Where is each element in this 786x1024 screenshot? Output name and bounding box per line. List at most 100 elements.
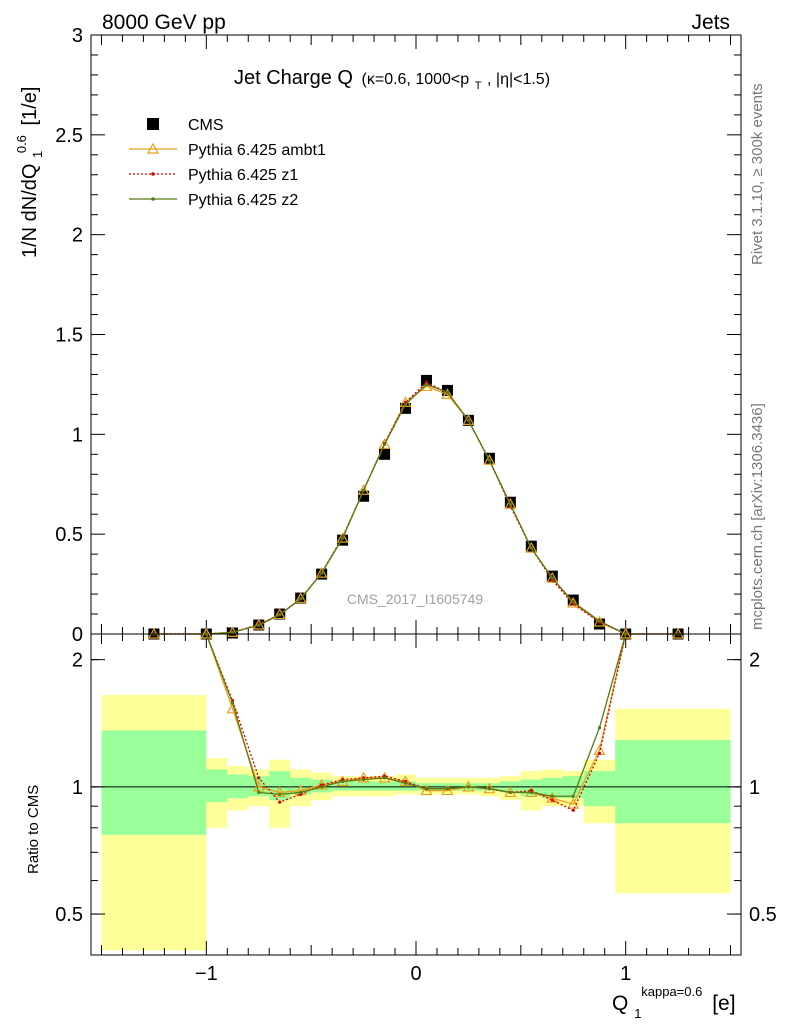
legend-label-2: Pythia 6.425 z1	[188, 167, 298, 184]
chart-title-subscript: T	[475, 80, 482, 92]
ratio-xtick-label-0: −1	[195, 963, 218, 985]
energy-label: 8000 GeV pp	[102, 11, 226, 34]
legend-label-3: Pythia 6.425 z2	[188, 192, 298, 209]
chart-title: Jet Charge Q (κ=0.6, 1000<p T , |η|<1.5)	[234, 67, 550, 94]
ratio-series-2-point-17	[571, 794, 575, 798]
main-series-1-point-16	[525, 541, 538, 553]
ratio-series-2-line	[205, 633, 627, 797]
legend-marker-0	[147, 118, 159, 130]
main-series-3-point-15	[508, 502, 512, 506]
main-series-3-point-3	[257, 623, 261, 627]
main-series-0-point-18	[567, 594, 579, 606]
ratio-series-1-point-3	[278, 800, 282, 804]
main-ylabel-unit: [1/e]	[19, 87, 41, 126]
rivet-label: Rivet 3.1.10, ≥ 300k events	[749, 83, 766, 265]
main-series-3-point-14	[487, 458, 491, 462]
ratio-series-2-point-14	[508, 790, 512, 795]
ratio-ytick-label-right-0: 0.5	[749, 904, 777, 926]
band-inner-9	[374, 781, 396, 791]
main-series-3-point-7	[341, 536, 345, 540]
main-ylabel: 1/N dN/dQ 1 0.6 [1/e]	[9, 87, 47, 258]
ratio-series-0-point-7	[357, 771, 370, 783]
ratio-series-2-point-16	[550, 794, 554, 798]
ratio-series-0-point-3	[273, 786, 286, 798]
band-inner-17	[541, 777, 563, 799]
legend-marker-1	[146, 142, 160, 154]
ratio-xtick-label-1: 0	[410, 963, 421, 985]
ratio-series-2-point-9	[403, 781, 408, 785]
mcplots-label: mcplots.cern.ch [arXiv:1306.3436]	[749, 403, 766, 630]
ratio-ytick-label-right-1: 1	[749, 777, 760, 799]
main-series-3-point-10	[403, 402, 408, 406]
main-series-1-point-18	[567, 596, 580, 608]
ratio-plot: −1 0 1 0.5 0.5 1 1 2 2	[55, 627, 777, 985]
band-inner-20	[615, 740, 731, 824]
band-inner-0	[101, 730, 207, 835]
main-series-1-point-12	[441, 388, 454, 399]
main-series-3-point-18	[571, 600, 575, 604]
legend-marker-2	[151, 172, 155, 176]
ratio-xlabel: Q 1 kappa=0.6 [e]	[612, 978, 736, 1023]
main-series-1-point-13	[462, 414, 475, 425]
main-series-0-point-8	[358, 490, 370, 502]
ratio-series-2-point-8	[382, 776, 387, 780]
main-series-1-point-19	[593, 615, 606, 627]
ratio-xtick-label-2: 1	[620, 963, 631, 985]
chart-title-main: Jet Charge Q	[234, 67, 353, 89]
ratio-series-0-point-16	[546, 791, 559, 803]
main-series-1-point-9	[378, 438, 391, 449]
main-series-1-point-4	[273, 608, 286, 620]
ratio-series-2-point-12	[466, 785, 471, 789]
ratio-series-0-point-1	[226, 702, 239, 714]
legend-marker-3	[151, 197, 155, 201]
band-inner-8	[353, 781, 375, 791]
main-series-0-point-19	[593, 618, 605, 630]
main-ytick-label-5: 2.5	[55, 125, 83, 147]
main-ytick-label-4: 2	[72, 225, 83, 247]
main-series-3-point-9	[382, 442, 387, 446]
main-series-1-point-7	[336, 531, 349, 543]
ratio-series-0-point-0	[200, 627, 213, 639]
main-series-3-point-13	[466, 418, 471, 422]
ratio-series-2-point-1	[230, 701, 235, 705]
main-series-3-point-19	[597, 619, 602, 623]
main-series-1-point-5	[294, 592, 307, 604]
main-series-3-point-6	[320, 571, 324, 575]
main-series-1-point-17	[546, 571, 559, 583]
main-ylabel-sub: 1	[30, 151, 45, 158]
main-series-3-point-4	[278, 613, 282, 617]
ratio-series-2-point-15	[529, 790, 533, 795]
ratio-ytick-label-0: 0.5	[55, 904, 83, 926]
main-series-1-point-8	[357, 484, 370, 495]
analysis-watermark: CMS_2017_I1605749	[347, 591, 483, 607]
ratio-series-2-point-3	[278, 792, 282, 796]
ratio-series-2-point-5	[320, 785, 324, 789]
main-series-1-point-14	[483, 454, 496, 465]
main-series-0-point-16	[525, 540, 537, 552]
ratio-xlabel-sub: 1	[634, 1006, 641, 1021]
ratio-series-0-point-19	[619, 627, 632, 639]
main-series-3-point-11	[424, 382, 429, 387]
legend-label-1: Pythia 6.425 ambt1	[188, 142, 326, 159]
ratio-series-2-point-2	[257, 790, 261, 795]
ratio-series-1-point-2	[257, 776, 261, 780]
legend-label-0: CMS	[188, 117, 224, 134]
main-ytick-label-3: 1.5	[55, 325, 83, 347]
main-series-1-point-6	[315, 566, 328, 578]
main-series-0-point-14	[483, 452, 495, 464]
ratio-series-2-point-4	[299, 790, 303, 795]
ratio-series-2-point-7	[361, 778, 366, 782]
ratio-series-1-point-17	[571, 808, 575, 812]
ratio-series-2-point-11	[445, 787, 450, 791]
main-series-3-point-17	[550, 576, 554, 580]
chart-title-end: , |η|<1.5)	[487, 71, 550, 88]
ratio-xlabel-sup: kappa=0.6	[641, 984, 702, 999]
main-series-0-point-9	[379, 448, 391, 460]
main-series-3-point-12	[445, 390, 450, 395]
legend: CMS Pythia 6.425 ambt1 Pythia 6.425 z1 Pyth…	[129, 117, 326, 209]
ratio-series-2-point-18	[597, 726, 602, 730]
band-inner-19	[583, 771, 616, 807]
ratio-ytick-label-2: 2	[72, 650, 83, 672]
main-series-0-point-15	[504, 496, 516, 508]
